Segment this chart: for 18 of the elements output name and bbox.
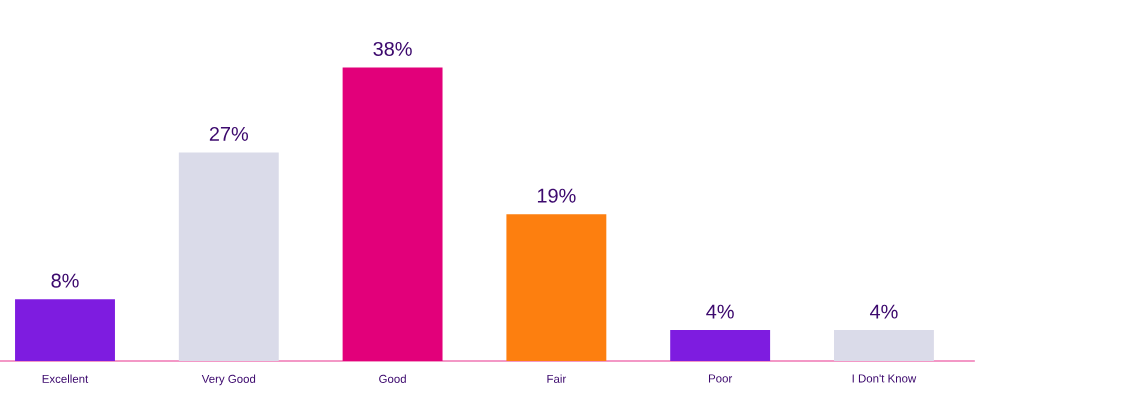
bar [670,330,771,361]
bar [178,152,279,361]
data-label: 38% [373,41,412,56]
bar [833,330,934,361]
data-label: 4% [706,304,734,319]
x-tick-label: Very Good [201,374,256,386]
x-tick-label: Poor [708,374,733,383]
data-label: 19% [537,188,576,203]
x-tick-label: Excellent [42,374,89,383]
x-tick-label: Fair [547,374,567,383]
x-tick-label: I Don't Know [852,374,917,383]
data-label: 27% [209,126,248,141]
bar [506,214,607,361]
data-label: 8% [51,273,79,288]
data-label: 4% [869,304,898,319]
x-tick-label: Good [379,374,406,383]
bar [15,299,115,361]
bar [342,67,443,361]
